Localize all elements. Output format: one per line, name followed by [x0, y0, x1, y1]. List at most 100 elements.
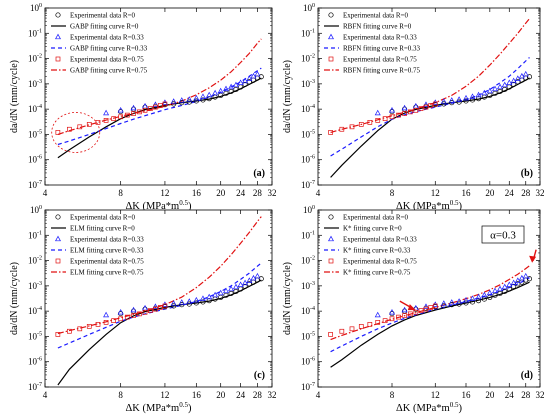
data-point: [223, 292, 229, 298]
x-tick-label: 28: [521, 390, 531, 400]
data-point: [217, 87, 224, 94]
legend-label: GABP fitting curve R=0.75: [70, 67, 148, 75]
x-tick-label: 28: [521, 188, 531, 198]
y-tick-label: 10-3: [28, 281, 42, 291]
legend-marker: [328, 12, 334, 18]
x-tick-label: 8: [390, 188, 395, 198]
annotation-arrow: [399, 300, 416, 311]
data-point: [328, 332, 333, 337]
data-point: [55, 130, 61, 135]
legend-label: RBFN fitting curve R=0.75: [343, 67, 421, 75]
plot-area: [55, 38, 264, 159]
y-tick-label: 10-6: [28, 155, 42, 165]
data-point: [130, 104, 137, 111]
data-point: [77, 326, 83, 332]
y-tick-label: 10-2: [301, 256, 315, 266]
legend-marker: [328, 258, 334, 264]
data-point: [237, 79, 244, 85]
data-point: [148, 308, 153, 313]
legend-marker: [55, 258, 61, 264]
legend-label: Experimental data R=0.33: [343, 236, 417, 244]
legend-label: Experimental data R=0.75: [343, 258, 417, 266]
y-tick-label: 10-5: [301, 129, 315, 139]
panel-c: 10-7 10-6 10-5 10-4 10-3 10-2 10-1 100 4 8 12 16 20 2…: [9, 205, 277, 414]
data-point: [186, 298, 193, 304]
y-tick-label: 10-4: [301, 306, 315, 316]
annotation-text: α=0.3: [490, 230, 516, 242]
y-tick-label: 10-7: [28, 180, 42, 190]
series-line: [330, 57, 530, 157]
data-point: [206, 298, 212, 304]
data-point: [157, 103, 163, 108]
data-point: [492, 90, 498, 96]
y-tick-label: 10-6: [28, 357, 42, 367]
data-point: [148, 106, 153, 111]
y-tick-label: 100: [303, 205, 315, 215]
legend-label: Experimental data R=0.75: [70, 56, 144, 64]
data-point: [413, 107, 419, 113]
data-point: [328, 130, 333, 135]
data-point: [389, 106, 395, 113]
x-tick-label: 12: [160, 390, 169, 400]
data-point: [178, 299, 185, 305]
data-point: [339, 126, 345, 132]
y-tick-label: 10-3: [301, 79, 315, 89]
x-tick-label: 8: [118, 188, 123, 198]
x-tick-label: 20: [485, 390, 495, 400]
arrow-head: [407, 304, 416, 311]
data-point: [131, 111, 136, 116]
data-point: [396, 112, 401, 118]
data-point: [501, 81, 508, 88]
panel-label: (c): [254, 370, 265, 381]
data-point: [492, 292, 498, 298]
data-point: [396, 314, 401, 320]
plot-area: [328, 18, 533, 178]
plot-frame: [317, 7, 541, 186]
data-point: [502, 288, 508, 295]
data-point: [142, 309, 148, 315]
data-point: [497, 88, 503, 95]
data-point: [526, 74, 533, 80]
plot-area: [328, 265, 533, 368]
y-tick-label: 10-4: [301, 104, 315, 114]
data-point: [258, 276, 264, 282]
x-tick-label: 12: [160, 188, 169, 198]
data-point: [506, 281, 513, 287]
legend-label: GABP fitting curve R=0.33: [70, 45, 148, 53]
data-point: [469, 299, 476, 305]
y-tick-label: 10-5: [28, 331, 42, 341]
data-point: [179, 302, 185, 308]
data-point: [242, 77, 249, 84]
data-point: [117, 308, 124, 315]
plot-frame: [44, 7, 273, 186]
data-point: [152, 303, 159, 309]
x-tick-label: 32: [536, 188, 545, 198]
data-point: [463, 296, 469, 303]
data-point: [217, 289, 224, 296]
series-line: [57, 279, 262, 386]
legend-marker: [55, 33, 61, 40]
legend-marker: [55, 235, 61, 242]
data-point: [481, 89, 488, 96]
data-point: [95, 322, 101, 327]
data-point: [486, 87, 493, 94]
y-tick-label: 10-1: [28, 28, 42, 38]
y-axis-title: da/dN (mm/cycle): [9, 262, 20, 335]
highlight-circle: [51, 112, 101, 153]
y-axis-title: da/dN (mm/cycle): [282, 262, 293, 335]
data-point: [440, 300, 447, 306]
y-tick-label: 10-7: [301, 382, 315, 392]
data-point: [162, 101, 168, 107]
x-tick-label: 12: [431, 390, 440, 400]
data-point: [475, 91, 482, 98]
y-tick-label: 10-4: [28, 306, 42, 316]
series-line: [330, 18, 530, 133]
data-point: [178, 97, 185, 103]
data-point: [423, 306, 429, 312]
x-tick-label: 16: [462, 390, 472, 400]
data-point: [186, 301, 192, 307]
plot-frame: [44, 209, 273, 388]
data-point: [237, 281, 244, 287]
x-tick-label: 8: [118, 390, 123, 400]
